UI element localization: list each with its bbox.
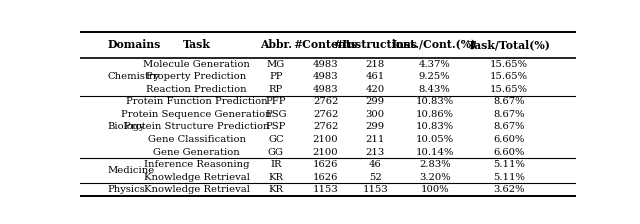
Text: 15.65%: 15.65% xyxy=(490,85,528,94)
Text: 299: 299 xyxy=(365,97,385,106)
Text: Property Prediction: Property Prediction xyxy=(147,72,246,81)
Text: Task: Task xyxy=(182,39,211,50)
Text: 5.11%: 5.11% xyxy=(493,160,525,169)
Text: Gene Generation: Gene Generation xyxy=(153,148,240,157)
Text: 100%: 100% xyxy=(420,185,449,194)
Text: Chemistry: Chemistry xyxy=(108,72,159,81)
Text: #Instructions: #Instructions xyxy=(333,39,417,50)
Text: 1626: 1626 xyxy=(313,173,338,182)
Text: 300: 300 xyxy=(365,110,385,119)
Text: Abbr.: Abbr. xyxy=(260,39,292,50)
Text: 211: 211 xyxy=(365,135,385,144)
Text: PSG: PSG xyxy=(265,110,287,119)
Text: 9.25%: 9.25% xyxy=(419,72,451,81)
Text: 10.83%: 10.83% xyxy=(415,123,454,131)
Text: 8.67%: 8.67% xyxy=(493,97,525,106)
Text: 46: 46 xyxy=(369,160,381,169)
Text: 52: 52 xyxy=(369,173,381,182)
Text: 1153: 1153 xyxy=(313,185,339,194)
Text: 2762: 2762 xyxy=(313,123,338,131)
Text: 6.60%: 6.60% xyxy=(493,148,525,157)
Text: 10.83%: 10.83% xyxy=(415,97,454,106)
Text: 3.20%: 3.20% xyxy=(419,173,451,182)
Text: 10.05%: 10.05% xyxy=(415,135,454,144)
Text: Medicine: Medicine xyxy=(108,166,154,175)
Text: Protein Sequence Generation: Protein Sequence Generation xyxy=(121,110,272,119)
Text: 6.60%: 6.60% xyxy=(493,135,525,144)
Text: KR: KR xyxy=(268,185,284,194)
Text: 2762: 2762 xyxy=(313,97,338,106)
Text: Inference Reasoning: Inference Reasoning xyxy=(144,160,250,169)
Text: 213: 213 xyxy=(365,148,385,157)
Text: 218: 218 xyxy=(365,60,385,69)
Text: Knowledge Retrieval: Knowledge Retrieval xyxy=(143,173,250,182)
Text: 4983: 4983 xyxy=(313,85,339,94)
Text: 10.14%: 10.14% xyxy=(415,148,454,157)
Text: Gene Classification: Gene Classification xyxy=(148,135,246,144)
Text: Inst./Cont.(%): Inst./Cont.(%) xyxy=(392,39,477,50)
Text: 15.65%: 15.65% xyxy=(490,72,528,81)
Text: Protein Function Prediction: Protein Function Prediction xyxy=(125,97,268,106)
Text: RP: RP xyxy=(269,85,283,94)
Text: 420: 420 xyxy=(365,85,385,94)
Text: 461: 461 xyxy=(365,72,385,81)
Text: Domains: Domains xyxy=(108,39,161,50)
Text: Biology: Biology xyxy=(108,123,145,131)
Text: 5.11%: 5.11% xyxy=(493,173,525,182)
Text: 2100: 2100 xyxy=(313,148,339,157)
Text: Knowledge Retrieval: Knowledge Retrieval xyxy=(143,185,250,194)
Text: #Contents: #Contents xyxy=(294,39,358,50)
Text: 8.67%: 8.67% xyxy=(493,123,525,131)
Text: 4983: 4983 xyxy=(313,60,339,69)
Text: 3.62%: 3.62% xyxy=(493,185,525,194)
Text: Protein Structure Prediction: Protein Structure Prediction xyxy=(124,123,269,131)
Text: KR: KR xyxy=(268,173,284,182)
Text: MG: MG xyxy=(267,60,285,69)
Text: Reaction Prediction: Reaction Prediction xyxy=(147,85,247,94)
Text: 8.67%: 8.67% xyxy=(493,110,525,119)
Text: GC: GC xyxy=(268,135,284,144)
Text: 15.65%: 15.65% xyxy=(490,60,528,69)
Text: 2762: 2762 xyxy=(313,110,338,119)
Text: 4983: 4983 xyxy=(313,72,339,81)
Text: Task/Total(%): Task/Total(%) xyxy=(468,39,550,50)
Text: 10.86%: 10.86% xyxy=(415,110,454,119)
Text: Molecule Generation: Molecule Generation xyxy=(143,60,250,69)
Text: PSP: PSP xyxy=(266,123,286,131)
Text: IR: IR xyxy=(270,160,282,169)
Text: PFP: PFP xyxy=(266,97,286,106)
Text: Physics: Physics xyxy=(108,185,145,194)
Text: GG: GG xyxy=(268,148,284,157)
Text: 4.37%: 4.37% xyxy=(419,60,451,69)
Text: 299: 299 xyxy=(365,123,385,131)
Text: PP: PP xyxy=(269,72,283,81)
Text: 2100: 2100 xyxy=(313,135,339,144)
Text: 1626: 1626 xyxy=(313,160,338,169)
Text: 1153: 1153 xyxy=(362,185,388,194)
Text: 2.83%: 2.83% xyxy=(419,160,451,169)
Text: 8.43%: 8.43% xyxy=(419,85,451,94)
